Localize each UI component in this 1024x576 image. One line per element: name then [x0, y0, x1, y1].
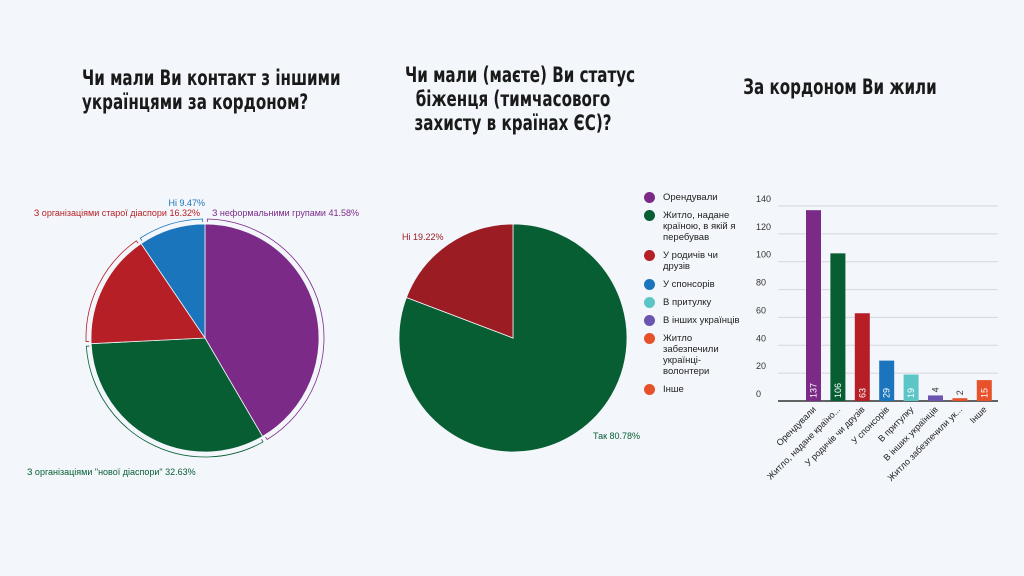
legend-label: Орендували — [663, 192, 718, 203]
bar-legend: Орендували Житло, надане країною, в якій я… — [644, 192, 754, 402]
title-line: Чи мали Ви контакт з іншими — [81, 66, 341, 90]
legend-swatch-icon — [644, 279, 655, 290]
legend-swatch-icon — [644, 192, 655, 203]
legend-item: Житло забезпечили українці-волонтери — [644, 333, 754, 377]
y-tick-label: 100 — [756, 250, 771, 260]
legend-label: У родичів чи друзів — [663, 250, 718, 272]
legend-label: У спонсорів — [663, 279, 715, 290]
legend-item: Житло, надане країною, в якій я перебував — [644, 210, 754, 243]
chart2-title: Чи мали (маєте) Ви статус біженця (тимча… — [405, 63, 636, 135]
y-tick-label: 120 — [756, 222, 771, 232]
bar — [830, 253, 846, 401]
y-tick-label: 20 — [756, 361, 766, 371]
y-tick-label: 140 — [756, 194, 771, 204]
legend-label: В притулку — [663, 297, 712, 308]
legend-label: Інше — [663, 384, 684, 395]
bar — [903, 374, 919, 401]
bar-value-label: 137 — [809, 383, 819, 398]
pie-slice — [140, 223, 206, 340]
chart1-title: Чи мали Ви контакт з іншими українцями з… — [81, 66, 341, 114]
legend-swatch-icon — [644, 315, 655, 326]
bar-value-label: 15 — [979, 388, 989, 398]
y-tick-label: 0 — [756, 389, 761, 399]
bar — [806, 210, 821, 401]
label-bracket — [206, 218, 325, 441]
title-line: Чи мали (маєте) Ви статус — [405, 63, 636, 87]
legend-item: У спонсорів — [644, 279, 754, 290]
legend-item: Орендували — [644, 192, 754, 203]
pie-slice — [90, 243, 206, 345]
label-bracket — [85, 345, 264, 458]
legend-swatch-icon — [644, 297, 655, 308]
legend-label: В інших українців — [663, 315, 740, 326]
bar-value-label: 4 — [931, 387, 941, 392]
legend-item: В притулку — [644, 297, 754, 308]
bar-value-label: 2 — [955, 390, 965, 395]
legend-label: Житло забезпечили українці-волонтери — [663, 333, 719, 377]
legend-swatch-icon — [644, 210, 655, 221]
bar-value-label: 106 — [833, 383, 843, 398]
chart3-title: За кордоном Ви жили — [732, 75, 948, 99]
legend-swatch-icon — [644, 384, 655, 395]
label-bracket — [85, 240, 139, 342]
bar-value-label: 63 — [857, 388, 867, 398]
slice-label: Ні 9.47% — [168, 198, 205, 208]
legend-swatch-icon — [644, 333, 655, 344]
y-tick-label: 40 — [756, 333, 766, 343]
slice-label: Ні 19.22% — [402, 232, 444, 242]
title-line: біженця (тимчасового — [415, 87, 611, 111]
y-tick-label: 60 — [756, 305, 766, 315]
y-tick-label: 80 — [756, 278, 766, 288]
title-line: За кордоном Ви жили — [743, 75, 937, 99]
bar — [854, 313, 870, 401]
legend-item: У родичів чи друзів — [644, 250, 754, 272]
legend-item: В інших українців — [644, 315, 754, 326]
slice-label: З неформальними групами 41.58% — [212, 208, 359, 218]
bar — [928, 395, 943, 401]
slice-label: Так 80.78% — [593, 431, 640, 441]
x-tick-label: Інше — [968, 404, 989, 425]
bar — [952, 398, 968, 401]
title-line: українцями за кордоном? — [81, 90, 309, 114]
bar-value-label: 19 — [906, 388, 916, 398]
pie-slice — [90, 337, 264, 453]
bar-value-label: 29 — [882, 388, 892, 398]
legend-swatch-icon — [644, 250, 655, 261]
pie-slice — [405, 223, 514, 339]
title-line: захисту в країнах ЄС)? — [414, 111, 612, 135]
legend-label: Житло, надане країною, в якій я перебував — [663, 210, 736, 243]
bar — [976, 380, 992, 401]
label-bracket — [139, 218, 204, 241]
bar — [879, 360, 895, 401]
slice-label: З організаціями старої діаспори 16.32% — [34, 208, 200, 218]
pie-slice — [204, 223, 320, 437]
legend-item: Інше — [644, 384, 754, 395]
slice-label: З організаціями "нової діаспори" 32.63% — [27, 467, 196, 477]
